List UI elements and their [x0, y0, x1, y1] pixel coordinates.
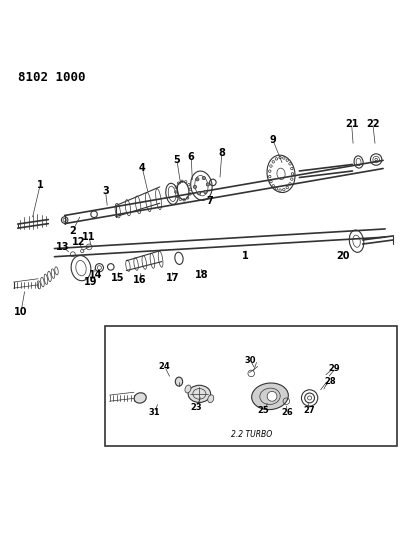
- Text: 1: 1: [37, 180, 44, 190]
- Text: 30: 30: [245, 356, 256, 365]
- Text: 14: 14: [88, 270, 102, 280]
- Text: 13: 13: [56, 242, 69, 252]
- Text: 23: 23: [191, 403, 202, 412]
- Text: 10: 10: [14, 307, 28, 317]
- Ellipse shape: [185, 385, 191, 393]
- Text: 25: 25: [258, 406, 269, 415]
- Text: 28: 28: [324, 377, 336, 386]
- Text: 7: 7: [206, 196, 213, 206]
- Text: 29: 29: [328, 364, 340, 373]
- Text: 16: 16: [134, 274, 147, 285]
- Circle shape: [202, 176, 206, 180]
- Text: 8: 8: [218, 148, 225, 158]
- Text: 5: 5: [173, 155, 180, 165]
- Text: 2.2 TURBO: 2.2 TURBO: [231, 430, 272, 439]
- Text: 24: 24: [159, 362, 171, 371]
- Text: 8102 1000: 8102 1000: [18, 70, 85, 84]
- Text: 31: 31: [149, 408, 160, 417]
- Text: 17: 17: [166, 273, 180, 283]
- Ellipse shape: [252, 383, 289, 410]
- Ellipse shape: [188, 385, 210, 402]
- Text: 22: 22: [366, 119, 380, 130]
- Ellipse shape: [134, 393, 146, 403]
- Text: 27: 27: [304, 406, 315, 415]
- Text: 11: 11: [83, 232, 96, 242]
- Text: 15: 15: [111, 273, 125, 283]
- Text: 4: 4: [139, 163, 145, 173]
- Ellipse shape: [208, 395, 214, 403]
- Text: 18: 18: [194, 270, 208, 280]
- Text: 2: 2: [69, 225, 76, 236]
- Text: 20: 20: [337, 251, 350, 261]
- Text: 19: 19: [83, 277, 97, 287]
- Text: 26: 26: [281, 408, 293, 417]
- Text: 9: 9: [270, 135, 276, 145]
- Text: 21: 21: [345, 119, 358, 130]
- Bar: [106, 326, 397, 446]
- Text: 1: 1: [242, 251, 249, 261]
- Ellipse shape: [175, 377, 182, 386]
- Circle shape: [197, 192, 201, 195]
- Text: 6: 6: [188, 152, 194, 162]
- Circle shape: [204, 190, 207, 193]
- Text: 12: 12: [72, 237, 86, 247]
- Circle shape: [193, 185, 196, 189]
- Circle shape: [206, 183, 210, 186]
- Circle shape: [196, 177, 199, 181]
- Circle shape: [267, 391, 277, 401]
- Text: 3: 3: [102, 186, 109, 196]
